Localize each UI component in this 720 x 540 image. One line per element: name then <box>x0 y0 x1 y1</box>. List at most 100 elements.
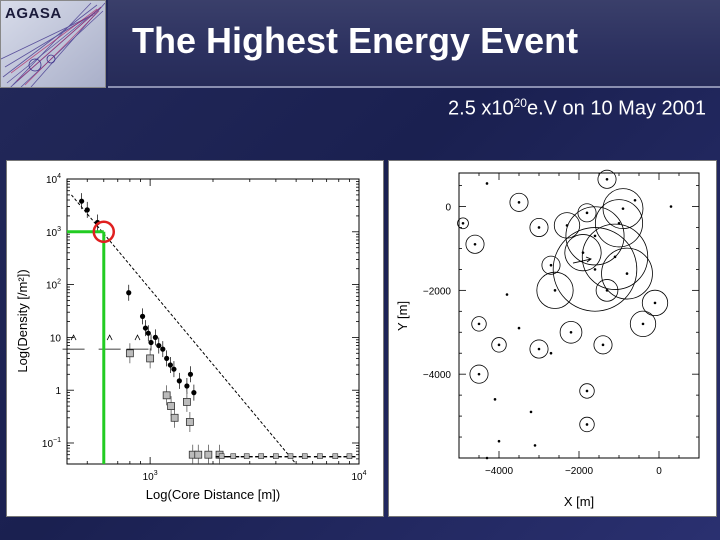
ldf-square-point <box>167 402 175 410</box>
detector-signal-circle <box>536 271 574 309</box>
detector-dot <box>477 372 481 376</box>
ldf-floor-square <box>346 453 353 460</box>
ldf-fit-line <box>71 194 297 465</box>
ldf-x-axis-label: Log(Core Distance [m]) <box>146 487 280 502</box>
detector-dot <box>493 398 497 401</box>
detector-signal-circle <box>541 255 561 275</box>
logo-text: AGASA <box>5 5 62 22</box>
ldf-data-point <box>152 334 159 340</box>
ldf-square-point <box>146 354 155 363</box>
detector-signal-circle <box>509 192 529 212</box>
detector-dot <box>653 301 657 305</box>
detector-dot <box>461 221 465 225</box>
highlight-circle <box>92 220 116 244</box>
map-y-tick-label: 0 <box>445 203 451 214</box>
detector-dot <box>517 201 521 204</box>
detector-signal-circle <box>491 337 507 353</box>
ldf-floor-square <box>230 453 237 460</box>
detector-dot <box>505 293 509 296</box>
detector-dot <box>585 211 589 215</box>
detector-dot <box>533 444 537 447</box>
map-y-axis-label: Y [m] <box>395 301 410 331</box>
ldf-frame <box>66 178 360 465</box>
ldf-floor-square <box>287 453 294 460</box>
detector-signal-circle <box>469 364 489 384</box>
subtitle-energy: 2.5 x10 <box>448 97 514 120</box>
ldf-square-point <box>194 450 203 459</box>
ldf-floor-square <box>332 453 339 460</box>
ldf-square-point <box>125 349 134 358</box>
detector-signal-circle <box>601 247 653 300</box>
detector-dot <box>537 347 541 351</box>
detector-dot <box>553 289 557 292</box>
ldf-data-point <box>142 325 149 331</box>
ldf-y-axis-label: Log(Density [/m²]) <box>15 269 30 372</box>
detector-signal-circle <box>629 310 657 338</box>
detector-signal-circle <box>471 316 487 332</box>
ldf-floor-square <box>243 453 250 460</box>
page-title: The Highest Energy Event <box>132 20 579 61</box>
detector-dot <box>641 322 645 326</box>
ldf-floor-square <box>273 453 279 460</box>
ldf-data-point <box>176 378 182 384</box>
ldf-data-point <box>145 330 151 336</box>
subtitle-exponent: 20 <box>513 96 527 110</box>
agasa-logo: AGASA <box>0 0 106 88</box>
ldf-y-tick-label: 102 <box>46 279 61 292</box>
detector-signal-circle <box>552 227 638 312</box>
shower-core-arrowhead <box>585 256 592 263</box>
detector-dot <box>593 268 597 271</box>
detector-dot <box>497 439 501 443</box>
event-subtitle: 2.5 x1020e.V on 10 May 2001 <box>448 96 706 121</box>
ldf-y-tick-label: 104 <box>46 173 61 186</box>
map-y-tick-label: −2000 <box>423 286 452 297</box>
ldf-data-point <box>156 342 162 349</box>
ldf-x-tick-label: 103 <box>143 470 158 483</box>
ldf-floor-square <box>258 453 264 460</box>
detector-dot <box>601 343 605 347</box>
map-x-tick-label: −4000 <box>485 466 514 477</box>
detector-dot <box>477 322 481 326</box>
detector-signal-circle <box>597 169 617 189</box>
ldf-floor-square <box>301 453 308 460</box>
ldf-data-point <box>167 362 173 368</box>
title-bar: The Highest Energy Event <box>108 0 720 88</box>
detector-dot <box>605 177 609 181</box>
ldf-data-point <box>84 207 90 213</box>
ldf-data-point <box>184 383 190 389</box>
detector-map-chart: −4000 −2000 0 0 −2000 −4000 X [m] Y [m] <box>395 169 700 509</box>
detector-dot <box>605 289 609 292</box>
ldf-limit-arrow <box>134 334 141 341</box>
ldf-data-point <box>187 371 194 377</box>
detector-signal-circle <box>579 383 595 399</box>
detector-dot <box>633 198 637 202</box>
detector-signal-circle <box>529 339 549 359</box>
ldf-data-point <box>139 313 146 319</box>
detector-map-panel: −4000 −2000 0 0 −2000 −4000 X [m] Y [m] <box>388 160 717 517</box>
ldf-square-point <box>170 413 179 422</box>
shower-core-arrow <box>572 258 592 264</box>
lateral-distribution-panel: 104 103 102 10 1 10−1 103 104 Log(Core Distanc… <box>6 160 384 517</box>
ldf-y-tick-label: 103 <box>46 226 61 239</box>
detector-signal-circle <box>577 203 597 223</box>
detector-dot <box>669 205 673 208</box>
detector-dot <box>585 423 589 426</box>
ldf-data-point <box>191 390 197 396</box>
detector-signal-circle <box>594 199 644 248</box>
ldf-square-point <box>204 450 213 459</box>
detector-dot <box>473 242 477 246</box>
ldf-square-point <box>162 391 171 400</box>
detector-signal-circle <box>564 234 602 272</box>
ldf-floor-square <box>218 453 225 460</box>
detector-dot <box>485 456 489 460</box>
ldf-data-point <box>148 339 154 346</box>
detector-dot <box>537 226 541 229</box>
detector-dot <box>549 351 553 355</box>
ldf-y-tick-label: 10 <box>50 333 62 344</box>
ldf-x-tick-label: 104 <box>351 470 366 483</box>
map-x-tick-label: 0 <box>656 466 662 477</box>
detector-dot <box>549 263 553 267</box>
detector-signal-circle <box>581 223 649 290</box>
detector-signal-circle <box>529 217 549 237</box>
detector-signal-circle <box>457 217 469 230</box>
